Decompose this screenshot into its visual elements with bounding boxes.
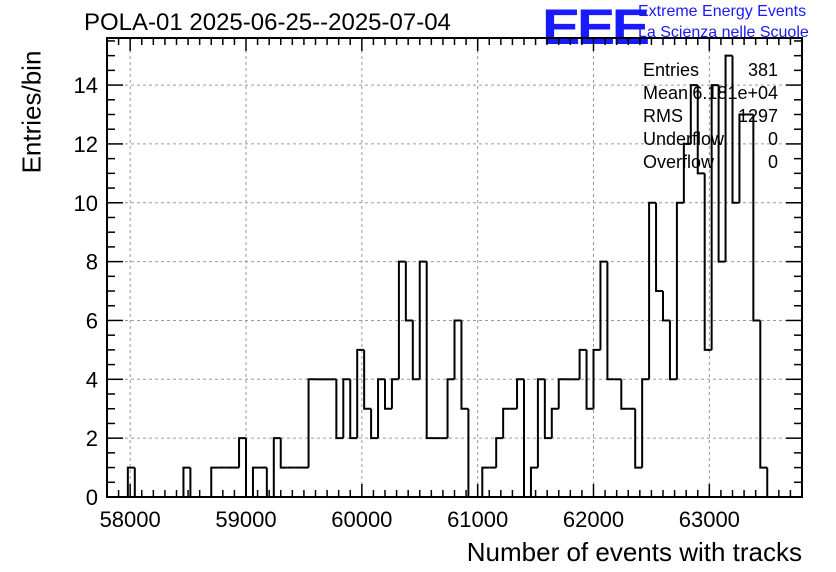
stat-rms-label: RMS [643, 106, 683, 126]
logo-line-2: La Scienza nelle Scuole [638, 24, 809, 41]
histogram-bin [411, 320, 420, 381]
histogram-bin [495, 437, 504, 468]
y-tick-label: 8 [86, 250, 98, 275]
histogram-bin [502, 407, 511, 439]
histogram-bin [182, 466, 191, 497]
y-tick-label: 10 [74, 191, 98, 216]
stat-entries-label: Entries [643, 60, 700, 80]
histogram-bin [245, 438, 253, 498]
histogram-bin [648, 201, 657, 380]
histogram-bin [370, 408, 379, 440]
stat-underflow-value: 0 [767, 129, 778, 149]
histogram-bin [634, 408, 643, 469]
histogram-bin [272, 437, 281, 497]
histogram-bin [516, 378, 524, 409]
histogram-bin [335, 379, 344, 440]
x-tick-label: 63000 [679, 507, 740, 532]
stat-entries-value: 381 [747, 60, 778, 80]
histogram-bin [557, 378, 566, 409]
histogram-bin [599, 260, 608, 350]
x-axis-label: Number of events with tracks [466, 537, 802, 567]
histogram-bin [536, 378, 545, 468]
stat-mean-value: 6.181e+04 [692, 83, 778, 103]
histogram-bin [210, 466, 219, 497]
histogram-bin [710, 84, 719, 350]
histogram-bin [703, 173, 712, 351]
histogram-bin [363, 349, 372, 410]
histogram-bin [404, 261, 413, 322]
stat-overflow-value: 0 [767, 152, 778, 172]
histogram-bin [390, 378, 399, 409]
x-tick-label: 60000 [331, 507, 392, 532]
x-tick-label: 59000 [215, 507, 276, 532]
x-tick-label: 58000 [100, 507, 161, 532]
histogram-bin [543, 379, 552, 440]
histogram-bin [467, 408, 476, 498]
histogram-bin [550, 407, 559, 439]
histogram-bin [682, 142, 691, 203]
histogram-bin [752, 114, 761, 322]
histogram-bin [675, 201, 684, 380]
x-tick-label: 62000 [563, 507, 624, 532]
histogram-bin [238, 437, 246, 468]
histogram-bin [585, 349, 594, 410]
histogram-bin [738, 113, 747, 203]
histogram-bin [189, 467, 198, 498]
histogram-bin [662, 291, 670, 322]
histogram-bin [717, 85, 726, 263]
y-tick-label: 2 [86, 426, 98, 451]
stat-rms-value: 1297 [737, 106, 778, 126]
histogram-bin [446, 378, 455, 439]
histogram-bin [279, 438, 288, 469]
histogram-bin [460, 320, 469, 410]
histogram-bin [529, 466, 538, 497]
histogram-bin [342, 378, 351, 439]
histogram-bin [578, 348, 587, 380]
histogram-bin [418, 260, 427, 380]
x-tick-label: 61000 [447, 507, 508, 532]
histogram-bin [731, 55, 740, 204]
histogram-bin [655, 202, 663, 293]
histogram-bin [696, 85, 705, 175]
stat-underflow-label: Underflow [643, 129, 725, 149]
histogram-bin [377, 378, 385, 439]
histogram-bin [668, 320, 677, 381]
histogram-bin [592, 348, 601, 409]
histogram-bin [620, 379, 629, 410]
y-tick-label: 12 [74, 132, 98, 157]
y-tick-label: 4 [86, 367, 98, 392]
histogram-bin [453, 319, 462, 380]
histogram-bin [724, 54, 733, 262]
histogram-bin [356, 348, 365, 439]
y-tick-label: 14 [74, 73, 98, 98]
histogram-bin [133, 467, 142, 498]
y-tick-label: 0 [86, 485, 98, 510]
histogram-bin [126, 466, 135, 497]
histogram-bin [384, 379, 392, 410]
histogram-bin [397, 260, 406, 380]
eee-logo-mark: EEE [542, 0, 650, 55]
histogram-bin [481, 466, 490, 497]
chart-title: POLA-01 2025-06-25--2025-07-04 [84, 9, 451, 36]
stat-mean-label: Mean [643, 83, 689, 103]
histogram-bin [265, 467, 274, 498]
histogram-bin [606, 261, 615, 381]
histogram-bin [349, 379, 358, 440]
histogram-bin [641, 378, 650, 468]
logo-line-1: Extreme Energy Events [638, 3, 807, 20]
histogram-bin [251, 466, 260, 497]
histogram-bin [307, 378, 316, 468]
histogram-bin [689, 84, 698, 144]
y-tick-label: 6 [86, 308, 98, 333]
histogram-bin [759, 320, 768, 469]
histogram-bin [425, 261, 434, 440]
stat-overflow-label: Overflow [643, 152, 715, 172]
